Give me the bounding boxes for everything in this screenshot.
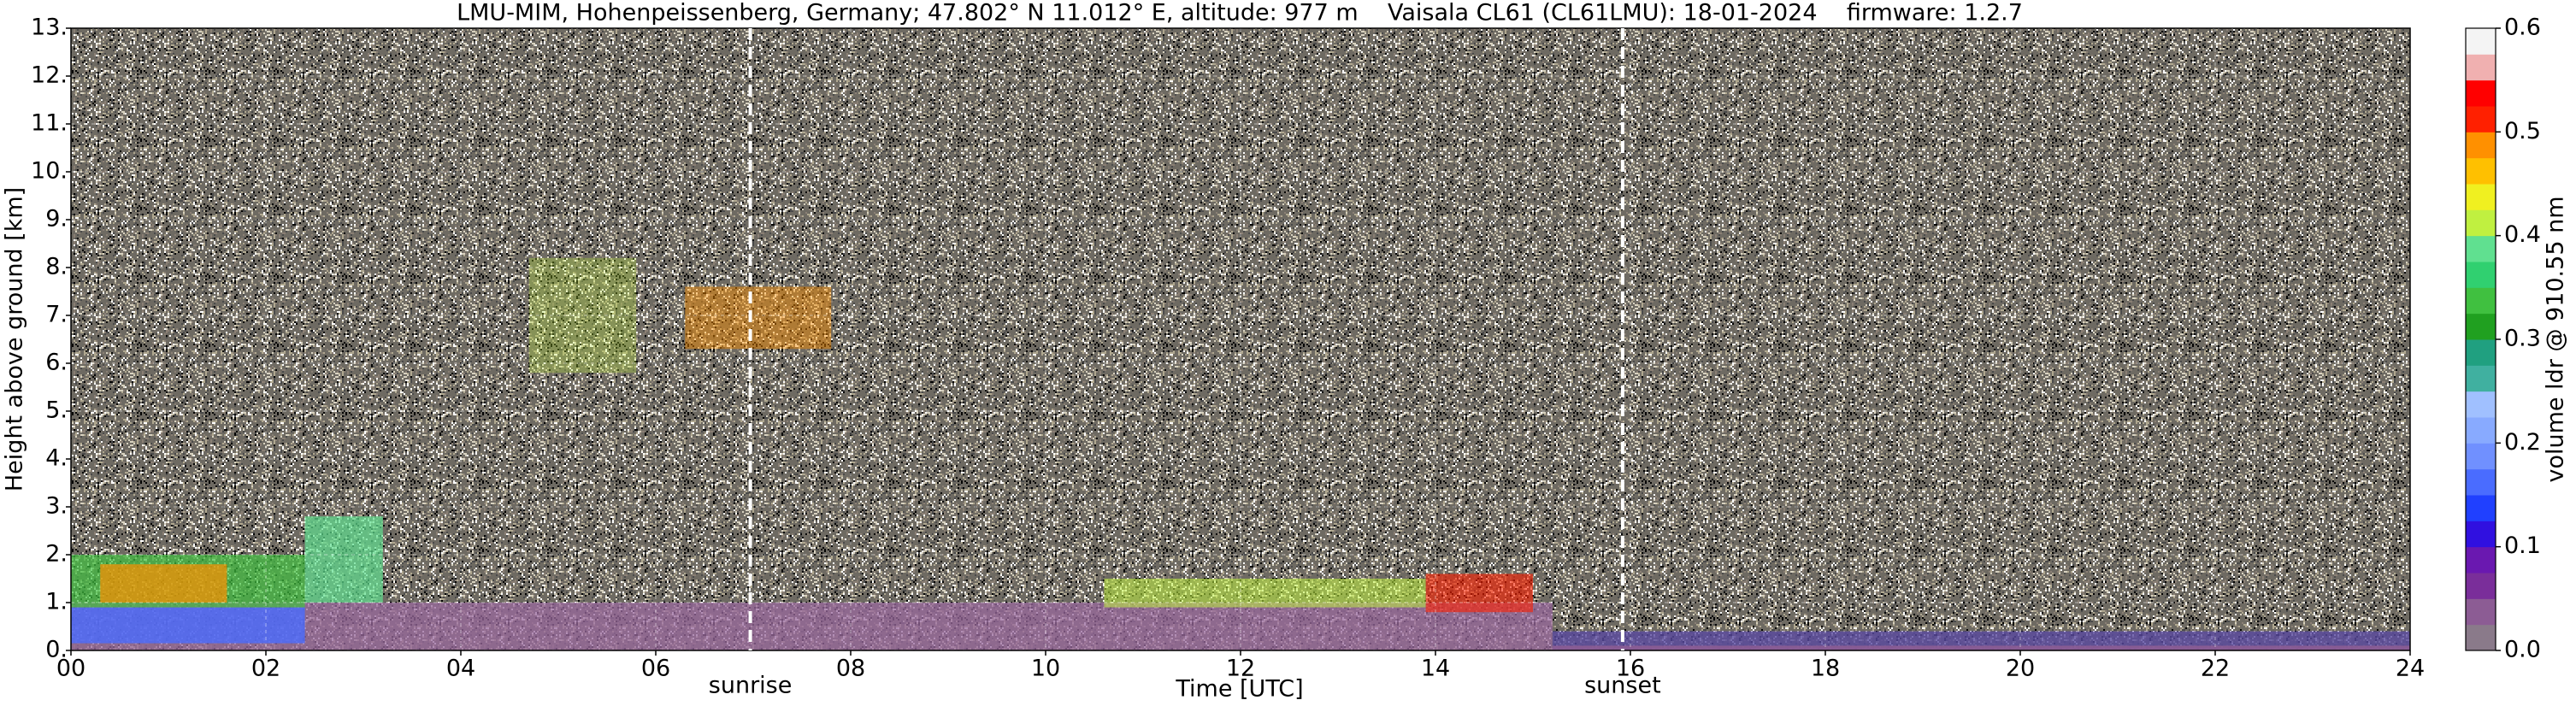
colorbar-tick-label: 0.2: [2504, 429, 2541, 456]
x-axis-label: Time [UTC]: [1175, 676, 1303, 703]
y-tick-label: 3.: [45, 493, 68, 520]
colorbar-swatch: [2466, 157, 2496, 185]
x-tick-label: 18: [1811, 656, 1840, 682]
y-tick-label: 0.: [45, 637, 68, 663]
colorbar-swatch: [2466, 391, 2496, 418]
heatmap-region: [685, 286, 832, 350]
heatmap-region: [1552, 645, 2410, 650]
heatmap-region: [100, 564, 227, 603]
colorbar-tick-label: 0.3: [2504, 326, 2541, 352]
colorbar-swatch: [2466, 521, 2496, 548]
y-tick-label: 12.: [31, 62, 68, 89]
x-tick-label: 06: [641, 656, 670, 682]
colorbar-swatch: [2466, 287, 2496, 315]
x-tick-label: 16: [1616, 656, 1645, 682]
colorbar-swatch: [2466, 184, 2496, 210]
colorbar-swatch: [2466, 443, 2496, 470]
colorbar-swatch: [2466, 262, 2496, 288]
y-tick-label: 9.: [45, 206, 68, 232]
y-tick-label: 10.: [31, 158, 68, 185]
heatmap-region: [1104, 579, 1426, 608]
annotation-label: sunset: [1584, 673, 1661, 699]
x-tick-label: 24: [2396, 656, 2425, 682]
y-tick-label: 11.: [31, 110, 68, 137]
y-tick-label: 8.: [45, 254, 68, 280]
colorbar-swatch: [2466, 54, 2496, 81]
colorbar-tick-label: 0.4: [2504, 221, 2541, 248]
y-tick-label: 4.: [45, 445, 68, 472]
annotation-label: sunrise: [709, 673, 793, 699]
colorbar-swatch: [2466, 313, 2496, 340]
colorbar-swatch: [2466, 339, 2496, 366]
colorbar-swatch: [2466, 28, 2496, 55]
y-tick-label: 2.: [45, 541, 68, 568]
y-tick-label: 6.: [45, 350, 68, 376]
x-tick-label: 22: [2201, 656, 2230, 682]
heatmap-region: [71, 603, 1553, 650]
x-tick-label: 10: [1031, 656, 1060, 682]
x-tick-label: 08: [836, 656, 865, 682]
y-tick-label: 5.: [45, 397, 68, 424]
colorbar-swatch: [2466, 546, 2496, 574]
heatmap-region: [304, 516, 383, 603]
colorbar-swatch: [2466, 106, 2496, 132]
colorbar-tick-label: 0.1: [2504, 532, 2541, 559]
y-tick-label: 13.: [31, 15, 68, 41]
colorbar-tick-label: 0.5: [2504, 118, 2541, 144]
colorbar-swatch: [2466, 235, 2496, 262]
x-tick-label: 14: [1421, 656, 1450, 682]
colorbar-swatch: [2466, 598, 2496, 626]
colorbar-swatch: [2466, 417, 2496, 444]
colorbar-swatch: [2466, 573, 2496, 599]
colorbar-tick-label: 0.0: [2504, 637, 2541, 663]
colorbar-swatch: [2466, 495, 2496, 521]
x-tick-label: 20: [2006, 656, 2035, 682]
colorbar-swatch: [2466, 132, 2496, 159]
x-tick-label: 04: [446, 656, 475, 682]
colorbar-label: volume ldr @ 910.55 nm: [2543, 197, 2569, 483]
y-tick-label: 1.: [45, 589, 68, 615]
colorbar-tick-label: 0.6: [2504, 15, 2541, 41]
colorbar-swatch: [2466, 365, 2496, 392]
x-tick-label: 02: [251, 656, 280, 682]
heatmap-region: [1425, 574, 1533, 613]
x-tick-label: 12: [1226, 656, 1255, 682]
heatmap-region: [71, 607, 305, 644]
y-tick-label: 7.: [45, 302, 68, 328]
x-tick-label: 00: [56, 656, 85, 682]
colorbar-swatch: [2466, 209, 2496, 237]
colorbar-swatch: [2466, 468, 2496, 496]
chart-title: LMU-MIM, Hohenpeissenberg, Germany; 47.8…: [457, 0, 2023, 26]
colorbar-swatch: [2466, 79, 2496, 107]
colorbar-swatch: [2466, 624, 2496, 651]
y-axis-label: Height above ground [km]: [2, 187, 28, 491]
